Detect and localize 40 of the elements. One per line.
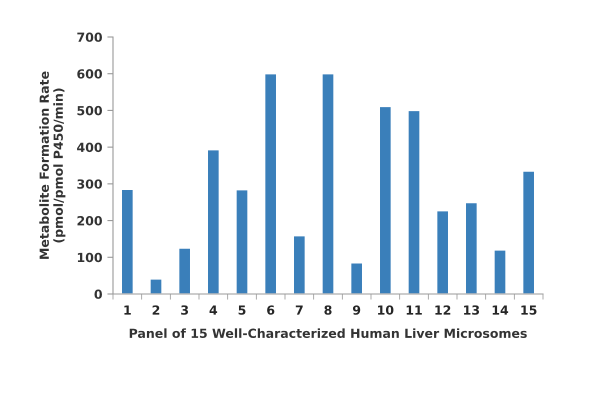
bar bbox=[321, 73, 335, 294]
bar bbox=[264, 73, 278, 294]
x-tick-label: 8 bbox=[324, 305, 332, 315]
x-tick-label: 11 bbox=[406, 305, 422, 315]
y-tick-label: 200 bbox=[77, 216, 102, 226]
y-tick-label: 300 bbox=[77, 179, 102, 189]
x-tick-label: 12 bbox=[435, 305, 450, 315]
y-tick-label: 600 bbox=[77, 69, 102, 79]
x-tick-label: 14 bbox=[492, 305, 508, 315]
y-tick-label: 0 bbox=[94, 289, 102, 299]
x-tick-label: 15 bbox=[521, 305, 536, 315]
x-tick-label: 3 bbox=[181, 305, 188, 315]
bar bbox=[178, 247, 192, 294]
x-tick-label: 7 bbox=[296, 305, 303, 315]
bar bbox=[206, 149, 220, 294]
x-tick-label: 2 bbox=[152, 305, 160, 315]
x-tick-label: 4 bbox=[210, 305, 218, 315]
x-tick-label: 1 bbox=[124, 305, 131, 315]
bar bbox=[493, 249, 507, 294]
y-tick-label: 500 bbox=[77, 106, 102, 116]
x-tick-label: 6 bbox=[267, 305, 274, 315]
bar bbox=[235, 189, 249, 294]
y-tick-label: 400 bbox=[77, 142, 102, 152]
bar bbox=[120, 188, 134, 294]
bar bbox=[378, 106, 392, 294]
y-tick-label: 700 bbox=[77, 32, 102, 42]
x-tick-label: 5 bbox=[238, 305, 246, 315]
x-tick-label: 10 bbox=[378, 305, 394, 315]
x-tick-label: 13 bbox=[464, 305, 480, 315]
bar bbox=[149, 278, 163, 294]
y-axis-title: Metabolite Formation Rate (pmol/pmol P450/min) bbox=[39, 72, 66, 259]
bar bbox=[436, 210, 450, 294]
x-axis-title: Panel of 15 Well-Characterized Human Liver Microsomes bbox=[130, 328, 527, 338]
bar bbox=[522, 170, 536, 294]
bar bbox=[464, 202, 478, 294]
y-tick-label: 100 bbox=[78, 252, 102, 262]
bar bbox=[350, 262, 364, 294]
bar bbox=[292, 234, 306, 294]
bar bbox=[407, 110, 421, 294]
x-tick-label: 9 bbox=[352, 305, 360, 315]
